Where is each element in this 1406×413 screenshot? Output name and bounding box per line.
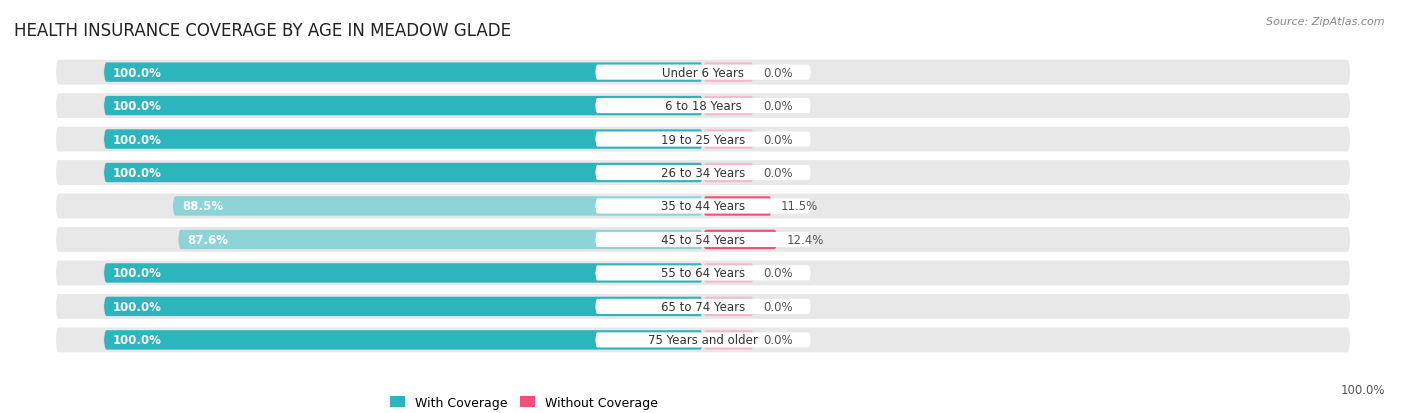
FancyBboxPatch shape (56, 61, 1350, 85)
Text: 88.5%: 88.5% (181, 200, 224, 213)
FancyBboxPatch shape (703, 297, 754, 316)
Text: 12.4%: 12.4% (786, 233, 824, 247)
Text: Under 6 Years: Under 6 Years (662, 66, 744, 79)
Text: 100.0%: 100.0% (1340, 384, 1385, 396)
Text: 65 to 74 Years: 65 to 74 Years (661, 300, 745, 313)
FancyBboxPatch shape (104, 297, 703, 316)
FancyBboxPatch shape (595, 99, 811, 114)
Text: 11.5%: 11.5% (780, 200, 818, 213)
FancyBboxPatch shape (104, 130, 703, 150)
FancyBboxPatch shape (104, 97, 703, 116)
FancyBboxPatch shape (104, 263, 703, 283)
FancyBboxPatch shape (595, 266, 811, 281)
Text: 100.0%: 100.0% (112, 133, 162, 146)
Text: 100.0%: 100.0% (112, 166, 162, 180)
Text: 100.0%: 100.0% (112, 334, 162, 347)
FancyBboxPatch shape (595, 332, 811, 348)
FancyBboxPatch shape (703, 164, 754, 183)
FancyBboxPatch shape (595, 132, 811, 147)
FancyBboxPatch shape (703, 263, 754, 283)
Text: 0.0%: 0.0% (763, 166, 793, 180)
FancyBboxPatch shape (104, 330, 703, 350)
FancyBboxPatch shape (703, 330, 754, 350)
Text: 0.0%: 0.0% (763, 300, 793, 313)
FancyBboxPatch shape (56, 328, 1350, 352)
Text: 35 to 44 Years: 35 to 44 Years (661, 200, 745, 213)
Legend: With Coverage, Without Coverage: With Coverage, Without Coverage (385, 391, 662, 413)
FancyBboxPatch shape (179, 230, 703, 249)
FancyBboxPatch shape (56, 94, 1350, 119)
Text: 100.0%: 100.0% (112, 300, 162, 313)
Text: HEALTH INSURANCE COVERAGE BY AGE IN MEADOW GLADE: HEALTH INSURANCE COVERAGE BY AGE IN MEAD… (14, 22, 510, 40)
Text: Source: ZipAtlas.com: Source: ZipAtlas.com (1267, 17, 1385, 26)
FancyBboxPatch shape (56, 294, 1350, 319)
FancyBboxPatch shape (703, 230, 778, 249)
Text: 0.0%: 0.0% (763, 66, 793, 79)
Text: 100.0%: 100.0% (112, 267, 162, 280)
FancyBboxPatch shape (173, 197, 703, 216)
FancyBboxPatch shape (56, 127, 1350, 152)
FancyBboxPatch shape (104, 63, 703, 83)
Text: 75 Years and older: 75 Years and older (648, 334, 758, 347)
FancyBboxPatch shape (703, 197, 772, 216)
FancyBboxPatch shape (56, 161, 1350, 185)
FancyBboxPatch shape (56, 228, 1350, 252)
Text: 100.0%: 100.0% (112, 66, 162, 79)
Text: 45 to 54 Years: 45 to 54 Years (661, 233, 745, 247)
Text: 87.6%: 87.6% (187, 233, 228, 247)
FancyBboxPatch shape (595, 199, 811, 214)
FancyBboxPatch shape (703, 63, 754, 83)
Text: 26 to 34 Years: 26 to 34 Years (661, 166, 745, 180)
FancyBboxPatch shape (104, 164, 703, 183)
FancyBboxPatch shape (595, 65, 811, 81)
FancyBboxPatch shape (595, 166, 811, 180)
FancyBboxPatch shape (56, 261, 1350, 286)
FancyBboxPatch shape (595, 299, 811, 314)
FancyBboxPatch shape (56, 194, 1350, 219)
Text: 100.0%: 100.0% (112, 100, 162, 113)
Text: 0.0%: 0.0% (763, 100, 793, 113)
FancyBboxPatch shape (703, 130, 754, 150)
Text: 19 to 25 Years: 19 to 25 Years (661, 133, 745, 146)
FancyBboxPatch shape (703, 97, 754, 116)
Text: 55 to 64 Years: 55 to 64 Years (661, 267, 745, 280)
Text: 0.0%: 0.0% (763, 334, 793, 347)
Text: 6 to 18 Years: 6 to 18 Years (665, 100, 741, 113)
Text: 0.0%: 0.0% (763, 133, 793, 146)
FancyBboxPatch shape (595, 233, 811, 247)
Text: 0.0%: 0.0% (763, 267, 793, 280)
